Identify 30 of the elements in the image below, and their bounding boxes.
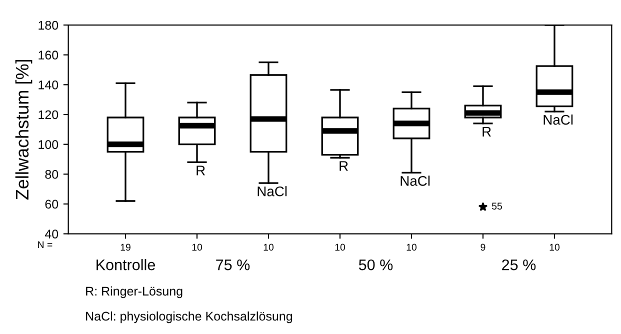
annotation: R xyxy=(340,161,348,171)
x-tick-label: 10 xyxy=(264,244,274,251)
text: 50 % xyxy=(358,259,393,270)
y-tick-label: 100 xyxy=(38,140,58,149)
annotation: R xyxy=(196,166,205,176)
text: Kontrolle xyxy=(96,259,155,270)
x-tick-label: 10 xyxy=(192,244,202,251)
x-tick-label: 19 xyxy=(120,244,130,251)
y-tick-label: 60 xyxy=(45,200,58,209)
text: 25 % xyxy=(502,259,536,270)
y-axis-title: Zellwachstum [%] xyxy=(15,60,32,200)
annotation: NaCl xyxy=(544,114,573,125)
y-tick-label: 40 xyxy=(44,230,58,238)
x-tick-label: 10 xyxy=(550,244,560,251)
text: R: Ringer-Lösung xyxy=(86,286,182,298)
annotation: NaCl xyxy=(258,186,287,196)
y-tick-label: 120 xyxy=(38,110,58,120)
x-tick-label: 10 xyxy=(335,244,346,251)
y-tick-label: 180 xyxy=(38,20,58,30)
annotation: R xyxy=(482,126,491,137)
text: NaCl: physiologische Kochsalzlösung xyxy=(86,311,292,324)
annotation: 55 xyxy=(492,202,502,210)
x-tick-label: 10 xyxy=(406,244,417,251)
text: 75 % xyxy=(216,260,250,270)
y-tick-label: 140 xyxy=(38,80,58,90)
annotation: NaCl xyxy=(400,176,430,186)
y-tick-label: 80 xyxy=(45,170,58,179)
x-tick-label: 9 xyxy=(480,244,486,251)
text: N = xyxy=(38,241,52,248)
y-tick-label: 160 xyxy=(38,50,58,60)
